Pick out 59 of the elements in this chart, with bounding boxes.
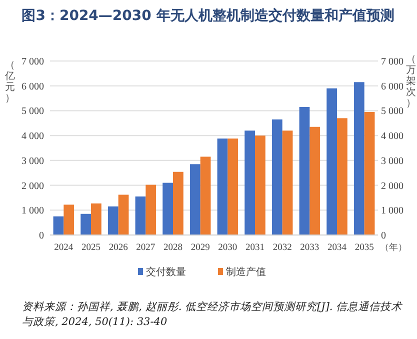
x-tick-label: 2029: [190, 243, 210, 253]
x-tick-label: 2027: [136, 243, 156, 253]
x-tick-label: 2025: [82, 243, 101, 253]
legend-label: 交付数量: [146, 266, 186, 278]
y2-tick-label: 5 000: [381, 106, 404, 118]
x-tick-label: 2030: [218, 243, 238, 253]
bar: [272, 119, 282, 235]
bar: [299, 106, 310, 235]
y-tick-label: 2 000: [22, 180, 44, 192]
x-tick-label: 2034: [328, 243, 347, 253]
y-tick-label: 0: [39, 230, 44, 242]
y2-tick-label: 7 000: [381, 56, 404, 68]
bar: [228, 138, 238, 235]
bar: [200, 156, 211, 235]
y-tick-label: 7 000: [22, 56, 44, 68]
bar: [244, 130, 255, 235]
x-axis-title: （年）: [380, 242, 407, 253]
y-tick-label: 1 000: [22, 206, 44, 217]
bar: [135, 196, 146, 235]
bar: [310, 126, 320, 235]
x-tick-label: 2026: [108, 243, 128, 253]
bar: [326, 88, 337, 235]
x-tick-label: 2035: [354, 243, 374, 253]
bar: [64, 204, 74, 235]
y2-tick-label: 0: [381, 230, 386, 242]
bar: [173, 172, 184, 235]
x-tick-label: 2024: [54, 243, 74, 253]
bar: [190, 164, 200, 235]
bar: [53, 216, 64, 235]
bar: [364, 112, 375, 235]
y-tick-label: 5 000: [22, 106, 44, 118]
y-tick-label: 6 000: [22, 81, 44, 92]
chart-title: 图3：2024—2030 年无人机整机制造交付数量和产值预测: [22, 7, 394, 24]
y-tick-label: 3 000: [22, 156, 44, 167]
x-tick-label: 2033: [300, 243, 320, 253]
y2-tick-label: 2 000: [381, 180, 404, 192]
bar: [282, 130, 293, 235]
y-tick-label: 4 000: [22, 131, 44, 142]
y2-tick-label: 3 000: [381, 156, 404, 167]
y-axis-title: （亿元）: [4, 60, 15, 104]
bar: [217, 138, 228, 235]
bar: [91, 203, 102, 235]
text: 资料来源：孙国祥, 聂鹏, 赵丽彤. 低空经济市场空间预测研究[J]. 信息通信技术与政策, 2024, 50(11): 33-40: [22, 300, 404, 330]
bar: [80, 214, 91, 235]
bar: [354, 82, 364, 235]
x-tick-label: 2028: [164, 243, 183, 253]
bar: [118, 194, 129, 235]
x-tick-label: 2031: [246, 243, 265, 253]
bar: [255, 136, 266, 235]
y2-tick-label: 4 000: [381, 131, 404, 142]
y2-tick-label: 6 000: [381, 81, 404, 92]
y2-tick-label: 1 000: [381, 206, 404, 217]
bar: [108, 206, 118, 235]
legend-label: 制造产值: [226, 266, 266, 278]
x-tick-label: 2032: [272, 243, 292, 253]
y2-axis-title: （万架次）: [406, 54, 416, 109]
bar: [162, 182, 173, 235]
bar: [337, 118, 348, 235]
bar: [146, 184, 156, 235]
